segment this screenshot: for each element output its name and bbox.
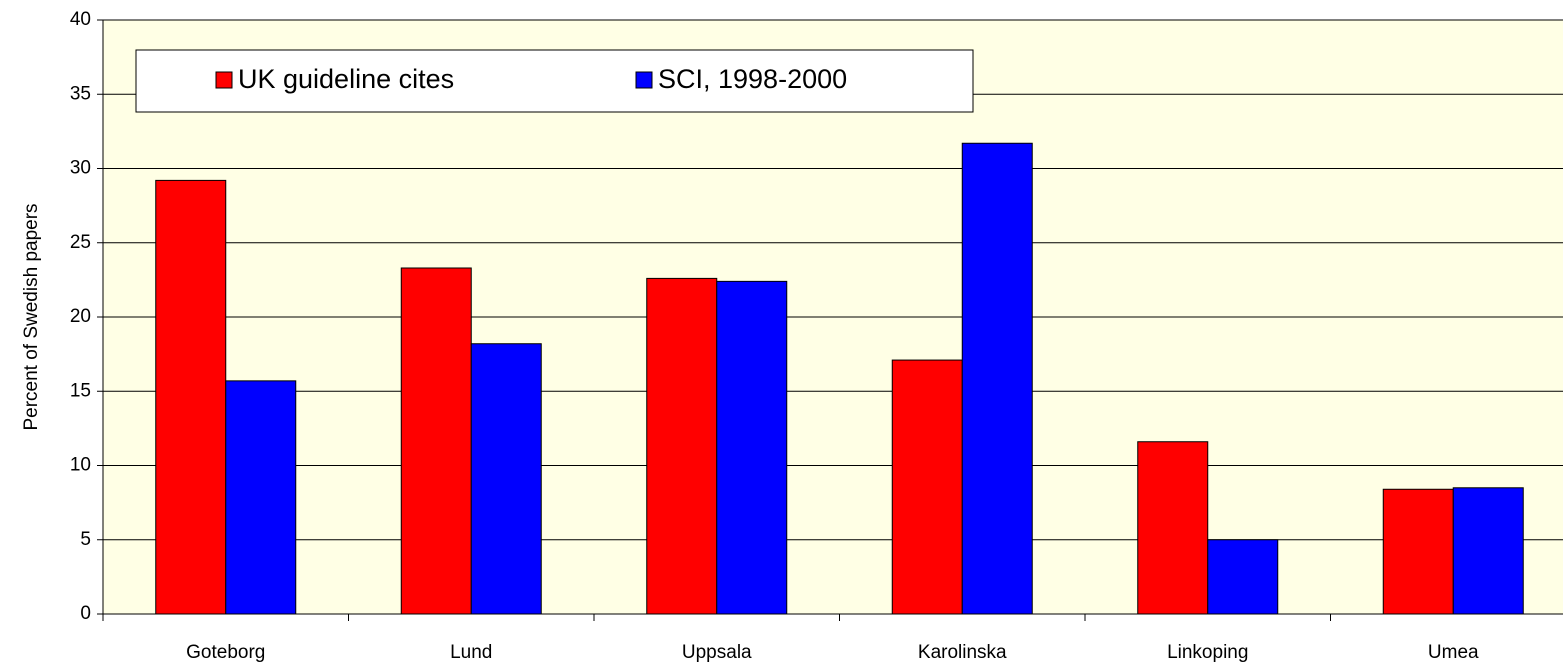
x-tick-label: Uppsala — [682, 642, 752, 663]
y-tick-label: 15 — [70, 380, 91, 401]
legend-label: UK guideline cites — [238, 64, 454, 94]
bar — [1452, 487, 1524, 615]
x-tick-label: Lund — [450, 642, 492, 663]
bar — [225, 380, 297, 615]
bar — [961, 142, 1033, 615]
bar — [1137, 441, 1209, 615]
y-tick-label: 25 — [70, 232, 91, 253]
y-tick-label: 10 — [70, 455, 91, 476]
y-axis-label: Percent of Swedish papers — [21, 203, 42, 430]
x-tick-label: Goteborg — [186, 642, 265, 663]
legend-swatch — [635, 71, 653, 89]
x-tick-label: Linkoping — [1167, 642, 1248, 663]
bar — [470, 343, 542, 615]
bar — [400, 267, 472, 615]
bar — [155, 179, 227, 615]
bar — [1382, 488, 1454, 615]
y-tick-label: 5 — [80, 529, 91, 550]
bar — [891, 359, 963, 615]
bar — [1207, 539, 1279, 615]
bar — [646, 277, 718, 615]
x-tick-label: Umea — [1428, 642, 1479, 663]
legend-swatch — [215, 71, 233, 89]
y-tick-label: 0 — [80, 603, 91, 624]
y-tick-label: 40 — [70, 9, 91, 30]
y-tick-label: 20 — [70, 306, 91, 327]
legend-label: SCI, 1998-2000 — [658, 64, 847, 94]
x-tick-label: Karolinska — [918, 642, 1007, 663]
bar — [716, 280, 788, 615]
y-tick-label: 35 — [70, 83, 91, 104]
y-tick-label: 30 — [70, 158, 91, 179]
legend-box — [135, 49, 974, 113]
